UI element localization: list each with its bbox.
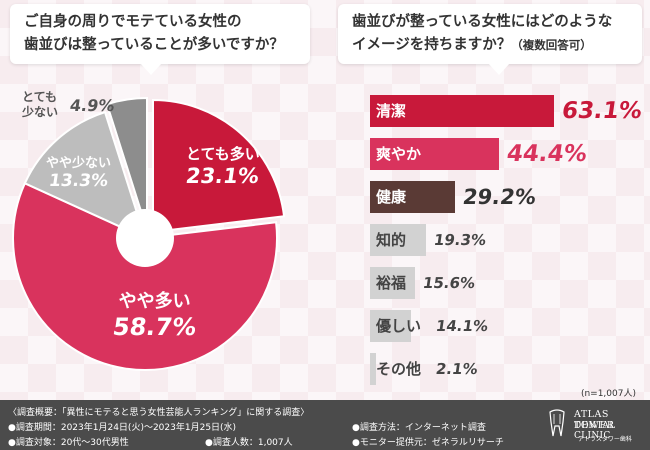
pie-slice-yaya-ooi [12, 181, 278, 371]
bar-label: 知的 [376, 231, 407, 249]
bar-value: 63.1% [560, 98, 644, 124]
bar-label: 爽やか [376, 145, 422, 163]
pie-center-hole [116, 209, 174, 267]
pie-slice-totemo-sukunai [105, 96, 148, 231]
pie-slice-0-value: 23.1% [184, 164, 262, 188]
bar-label: 裕福 [376, 274, 407, 292]
question-2-line-1: 歯並びが整っている女性にはどのような [352, 14, 613, 30]
question-2-line-2-main: イメージを持ちますか？ [352, 37, 512, 53]
logo-line-1: ATLAS TOWER [574, 409, 615, 431]
bar-kenkou [370, 181, 455, 213]
pie-slice-0-label: とても多い [186, 145, 260, 163]
bar-label: その他 [376, 360, 422, 378]
sample-size-note: (n=1,007人) [580, 389, 636, 399]
survey-footer: 〈調査概要：「異性にモテると思う女性芸能人ランキング」に関する調査〉 ●調査期間… [0, 400, 650, 450]
survey-provider: ●モニター提供元：ゼネラルリサーチ [352, 438, 504, 448]
question-bubble-1: ご自身の周りでモテている女性の 歯並びは整っていることが多いですか？ [10, 4, 310, 75]
bar-value: 14.1% [434, 317, 490, 335]
pie-label-totemo-sukunai: とても 少ない 4.9% [22, 90, 116, 120]
pie-slice-yaya-sukunai [23, 110, 147, 240]
bar-chiteki [370, 224, 426, 256]
bar-sonota [370, 353, 376, 385]
logo-line-3: アトラスタワー歯科 [578, 436, 632, 443]
bar-value: 44.4% [505, 141, 589, 167]
bubble-tail [488, 63, 510, 75]
survey-method: ●調査方法：インターネット調査 [352, 423, 486, 433]
pie-label-yaya-ooi: やや多い 58.7% [111, 287, 199, 341]
bar-sawayaka [370, 138, 499, 170]
bar-value: 19.3% [432, 231, 488, 249]
pie-slice-3-label-line-2: 少ない [22, 105, 59, 119]
question-1-line-1: ご自身の周りでモテている女性の [24, 14, 242, 30]
clinic-logo: ATLAS TOWER DENTAL CLINIC アトラスタワー歯科 [548, 406, 644, 446]
question-bubble-2: 歯並びが整っている女性にはどのような イメージを持ちますか？（複数回答可） [338, 4, 642, 75]
question-1-line-2: 歯並びは整っていることが多いですか？ [24, 37, 284, 53]
bar-value: 2.1% [434, 360, 479, 378]
bar-label: 優しい [376, 317, 422, 335]
question-2-text: 歯並びが整っている女性にはどのような イメージを持ちますか？（複数回答可） [352, 11, 632, 57]
question-2-note: （複数回答可） [511, 38, 592, 52]
question-2-line-2: イメージを持ちますか？（複数回答可） [352, 34, 632, 57]
bar-label: 清潔 [376, 102, 407, 120]
pie-slice-3-label-line-1: とても [22, 90, 58, 104]
bubble-tail [140, 63, 162, 75]
survey-count: ●調査人数：1,007人 [205, 438, 293, 448]
pie-slice-3-value: 4.9% [68, 95, 116, 115]
bar-yuufuku [370, 267, 415, 299]
pie-label-yaya-sukunai: やや少ない 13.3% [46, 152, 111, 191]
bar-value: 15.6% [421, 274, 477, 292]
pie-label-totemo-ooi: とても多い 23.1% [184, 143, 262, 188]
pie-slice-totemo-ooi [152, 98, 286, 234]
tooth-tower-icon [549, 409, 565, 437]
logo-line-2: DENTAL CLINIC [574, 421, 616, 441]
question-1-text: ご自身の周りでモテている女性の 歯並びは整っていることが多いですか？ [24, 11, 300, 57]
bar-seiketsu [370, 95, 554, 127]
pie-slice-1-value: 58.7% [111, 313, 199, 341]
survey-period: ●調査期間：2023年1月24日(火)〜2023年1月25日(水) [8, 423, 237, 433]
pie-slice-2-label: やや少ない [46, 156, 112, 171]
bar-yasashii [370, 310, 411, 342]
pie-slice-2-value: 13.3% [47, 171, 110, 191]
pie-chart [12, 96, 286, 371]
survey-target: ●調査対象：20代〜30代男性 [8, 438, 129, 448]
survey-overview: 〈調査概要：「異性にモテると思う女性芸能人ランキング」に関する調査〉 [8, 408, 310, 418]
pie-slice-1-label: やや多い [118, 291, 191, 312]
bar-label: 健康 [376, 188, 407, 206]
bar-value: 29.2% [461, 185, 538, 209]
